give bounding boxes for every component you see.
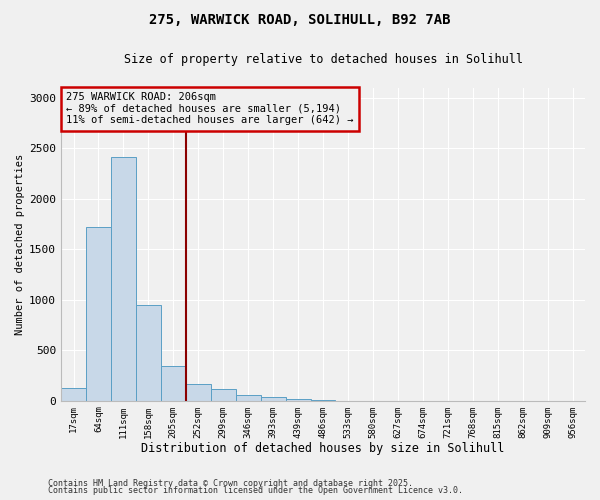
Bar [86,227,111,400]
Y-axis label: Number of detached properties: Number of detached properties [15,154,25,334]
Bar [161,366,186,400]
Bar [236,395,260,400]
X-axis label: Distribution of detached houses by size in Solihull: Distribution of detached houses by size … [142,442,505,455]
Bar [61,388,86,400]
Text: Contains public sector information licensed under the Open Government Licence v3: Contains public sector information licen… [48,486,463,495]
Text: 275, WARWICK ROAD, SOLIHULL, B92 7AB: 275, WARWICK ROAD, SOLIHULL, B92 7AB [149,12,451,26]
Text: Contains HM Land Registry data © Crown copyright and database right 2025.: Contains HM Land Registry data © Crown c… [48,478,413,488]
Text: 275 WARWICK ROAD: 206sqm
← 89% of detached houses are smaller (5,194)
11% of sem: 275 WARWICK ROAD: 206sqm ← 89% of detach… [66,92,354,126]
Bar [136,304,161,400]
Bar [260,397,286,400]
Bar [286,398,311,400]
Bar [211,389,236,400]
Bar [186,384,211,400]
Bar [111,157,136,400]
Title: Size of property relative to detached houses in Solihull: Size of property relative to detached ho… [124,52,523,66]
